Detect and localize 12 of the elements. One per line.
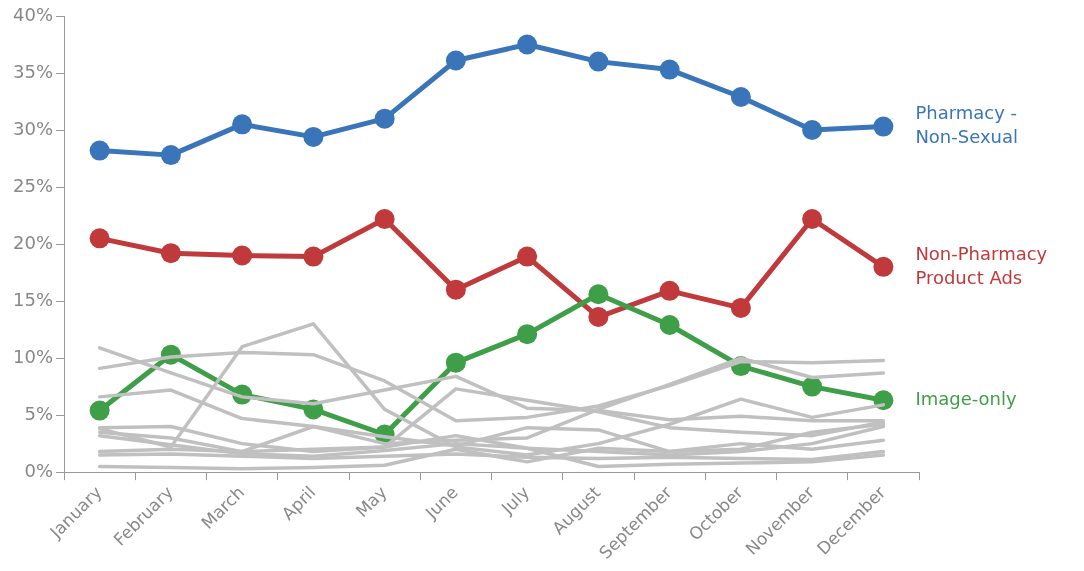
y-tick-label: 40%	[12, 3, 54, 25]
y-tick-label: 10%	[12, 345, 54, 367]
y-tick-label: 35%	[12, 60, 54, 82]
y-tick-label: 20%	[12, 231, 54, 253]
y-tick-label: 25%	[12, 174, 54, 196]
y-tick-label: 15%	[12, 288, 54, 310]
y-tick-label: 30%	[12, 117, 54, 139]
series-label: Pharmacy - Non-Sexual	[915, 102, 1019, 148]
y-tick-label: 5%	[24, 402, 54, 424]
y-tick-label: 0%	[24, 459, 54, 481]
series-label: Image-only	[915, 387, 1017, 409]
series-label: Non-Pharmacy Product Ads	[915, 242, 1048, 288]
